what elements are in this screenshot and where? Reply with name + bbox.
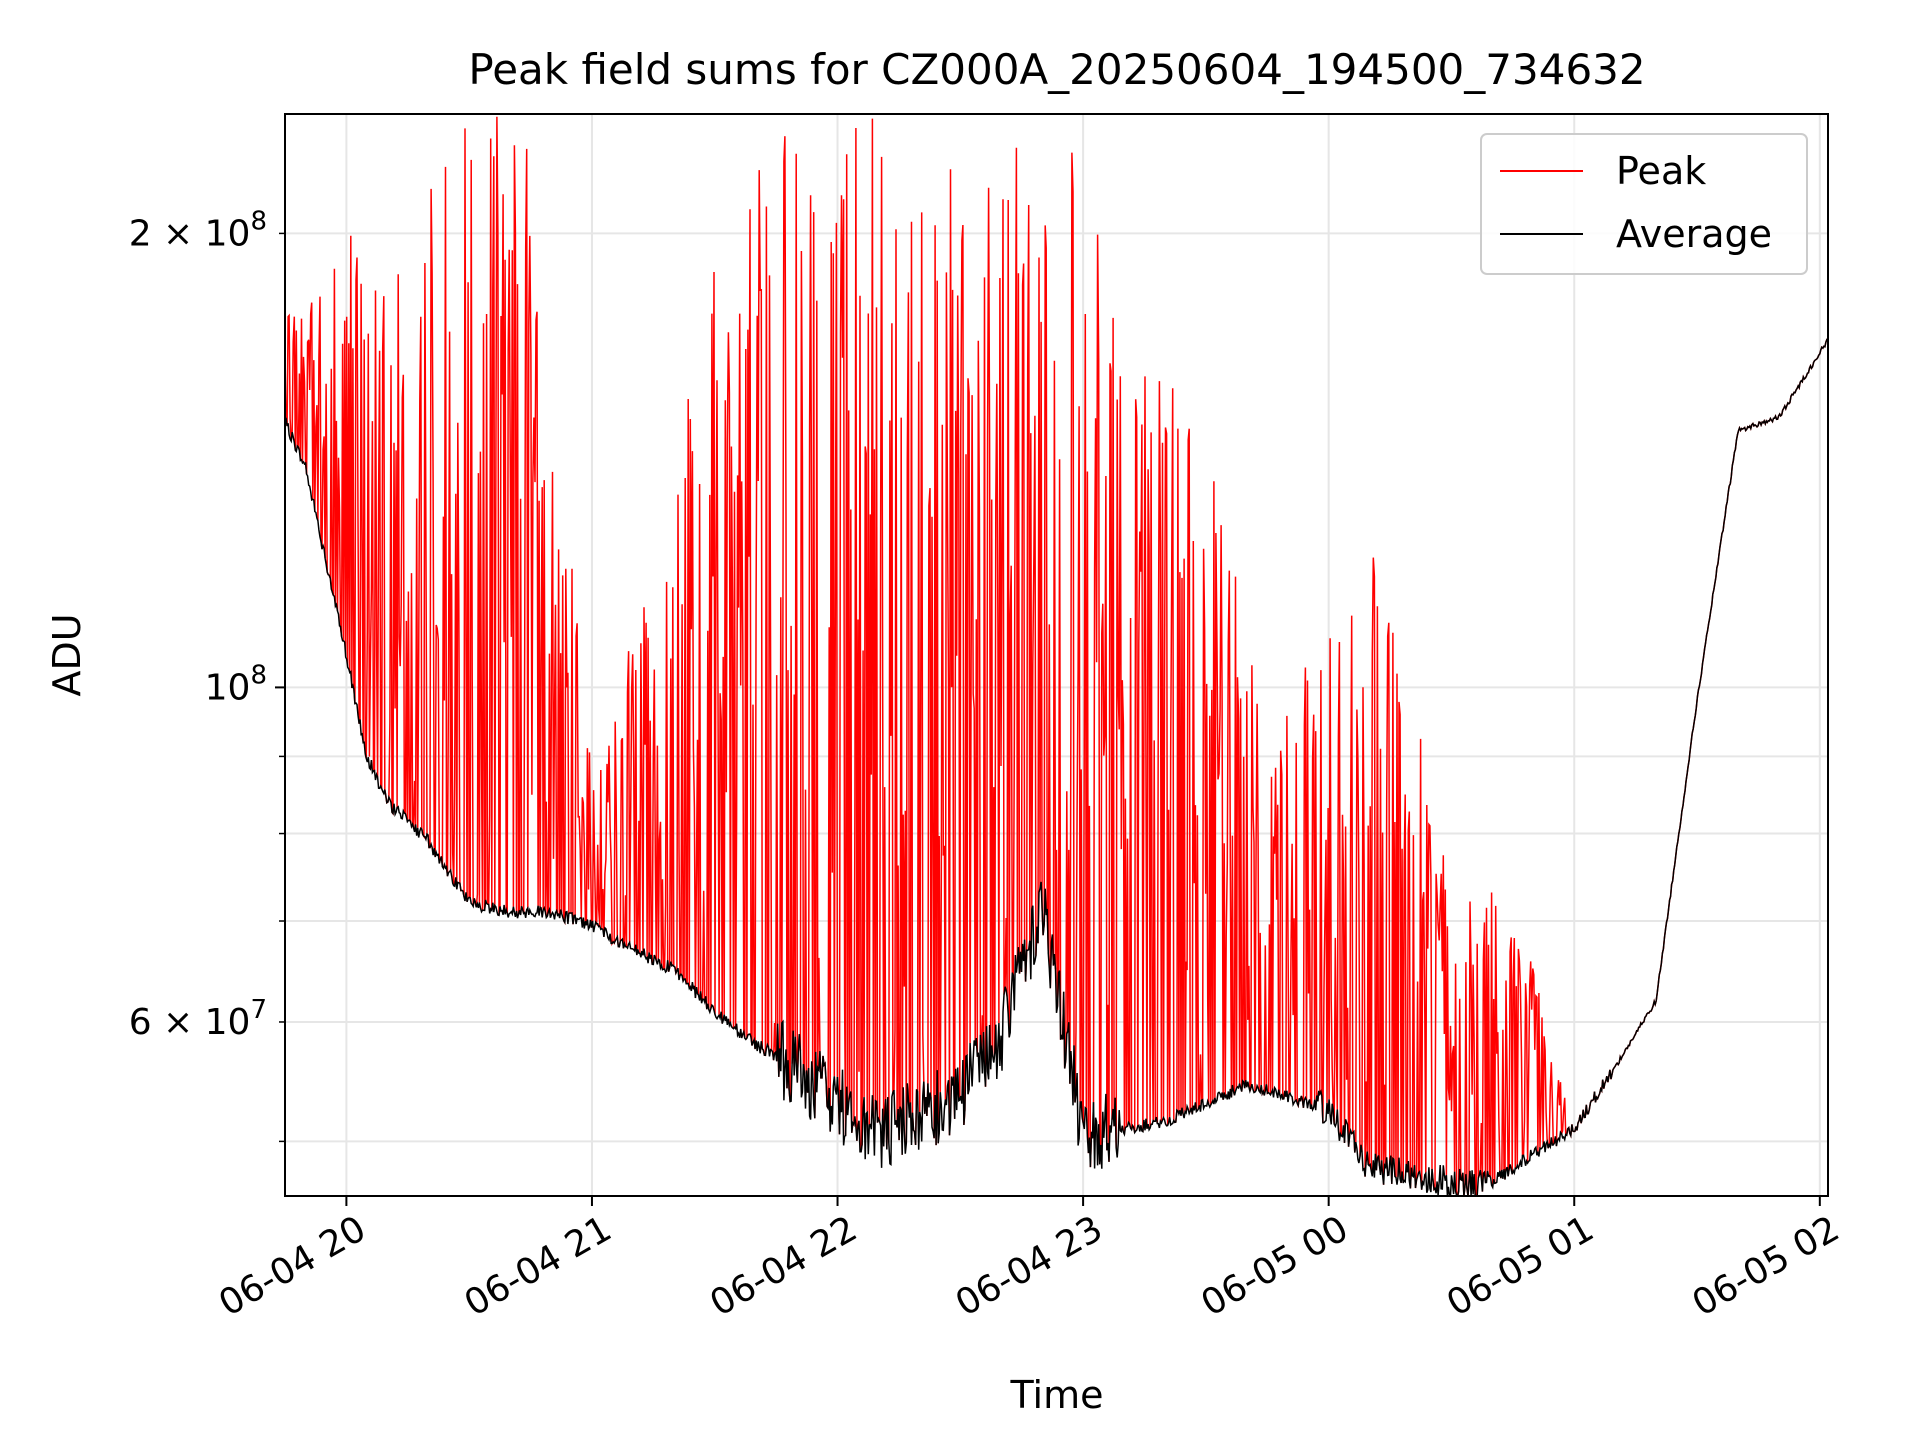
legend-label-average: Average — [1616, 212, 1772, 256]
chart-title: Peak field sums for CZ000A_20250604_1945… — [468, 45, 1645, 94]
y-axis-label: ADU — [45, 613, 89, 696]
x-axis-label: Time — [1010, 1373, 1104, 1417]
x-tick-label: 06-05 02 — [1686, 1208, 1847, 1324]
legend-box — [1480, 133, 1808, 275]
x-tick-label: 06-04 21 — [458, 1208, 619, 1324]
y-tick-label: 108 — [205, 660, 267, 708]
x-tick-label: 06-05 01 — [1440, 1208, 1601, 1324]
x-axis: 06-04 20 06-04 21 06-04 22 06-04 23 06-05 00… — [212, 1196, 1846, 1325]
y-tick-label: 6 × 107 — [129, 995, 267, 1043]
legend-label-peak: Peak — [1616, 149, 1706, 193]
x-tick-label: 06-04 20 — [212, 1208, 373, 1324]
y-axis: 6 × 107 2 × 108 108 — [129, 206, 285, 1143]
x-tick-label: 06-05 00 — [1194, 1208, 1355, 1324]
series-line-peak — [284, 116, 1829, 1197]
series-line-average — [284, 337, 1829, 1198]
plot-area — [284, 116, 1829, 1198]
x-tick-label: 06-04 23 — [949, 1208, 1110, 1324]
y-tick-label: 2 × 108 — [129, 206, 267, 254]
plot-frame — [284, 113, 1829, 1197]
x-tick-label: 06-04 22 — [703, 1208, 864, 1324]
legend: Peak Average — [1480, 133, 1808, 275]
